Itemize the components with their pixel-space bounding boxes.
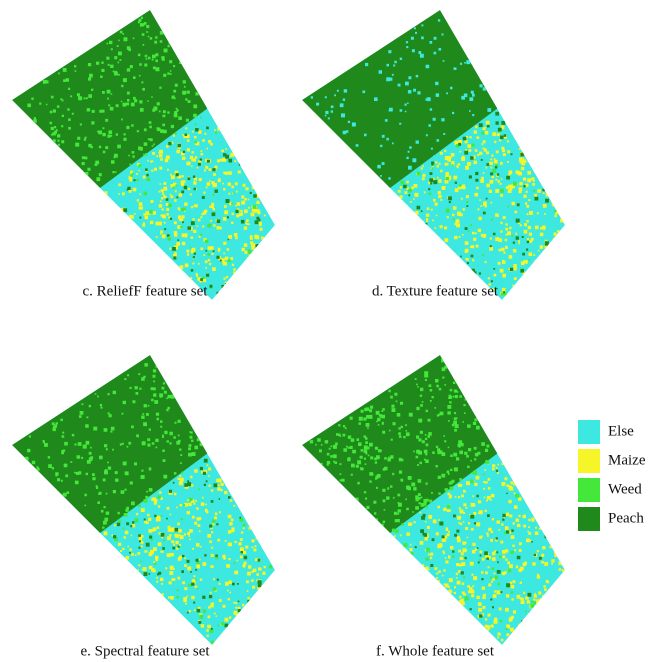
classification-map xyxy=(302,10,565,300)
panel-caption: f. Whole feature set xyxy=(376,643,495,659)
panel-caption: e. Spectral feature set xyxy=(80,643,210,659)
legend-label: Peach xyxy=(608,510,644,526)
panel-caption: c. ReliefF feature set xyxy=(83,283,209,299)
legend-swatch xyxy=(578,420,600,444)
classification-map xyxy=(12,355,277,645)
legend-label: Maize xyxy=(608,452,646,468)
figure-canvas: c. ReliefF feature set d. Texture feature… xyxy=(0,0,656,662)
legend: Else Maize Weed Peach xyxy=(578,420,646,531)
legend-swatch xyxy=(578,478,600,502)
legend-label: Else xyxy=(608,423,634,439)
legend-swatch xyxy=(578,507,600,531)
classification-map xyxy=(12,10,275,300)
panel-caption: d. Texture feature set xyxy=(372,283,499,299)
legend-swatch xyxy=(578,449,600,473)
classification-map xyxy=(302,355,565,645)
figure: c. ReliefF feature set d. Texture feature… xyxy=(0,0,656,662)
legend-label: Weed xyxy=(608,481,642,497)
